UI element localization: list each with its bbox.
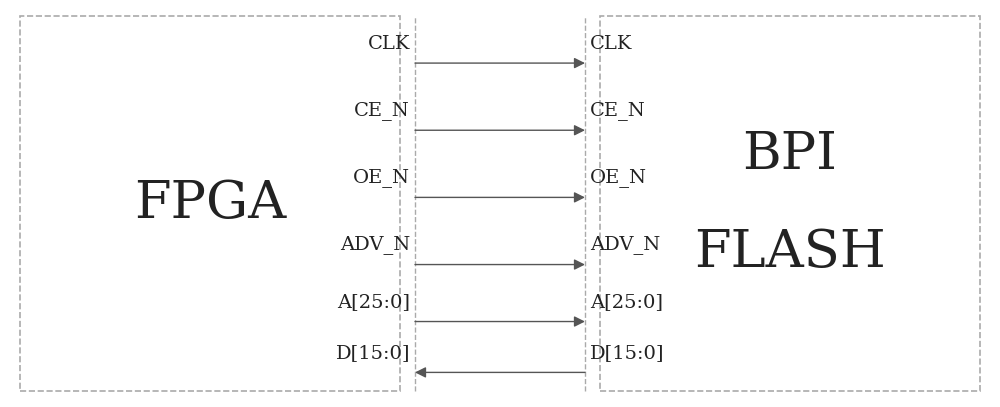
Text: FPGA: FPGA	[134, 178, 286, 229]
Text: BPI: BPI	[743, 129, 837, 180]
Text: CLK: CLK	[368, 35, 410, 53]
Text: OE_N: OE_N	[590, 168, 647, 187]
Bar	[20, 16, 400, 391]
Text: CE_N: CE_N	[354, 101, 410, 120]
Text: ADV_N: ADV_N	[590, 235, 660, 254]
Text: D[15:0]: D[15:0]	[336, 344, 410, 362]
Bar	[600, 16, 980, 391]
Text: D[15:0]: D[15:0]	[590, 344, 664, 362]
Text: A[25:0]: A[25:0]	[337, 293, 410, 311]
Text: FLASH: FLASH	[694, 227, 886, 278]
Text: CLK: CLK	[590, 35, 632, 53]
Text: A[25:0]: A[25:0]	[590, 293, 663, 311]
Text: OE_N: OE_N	[353, 168, 410, 187]
Text: ADV_N: ADV_N	[340, 235, 410, 254]
Text: CE_N: CE_N	[590, 101, 646, 120]
